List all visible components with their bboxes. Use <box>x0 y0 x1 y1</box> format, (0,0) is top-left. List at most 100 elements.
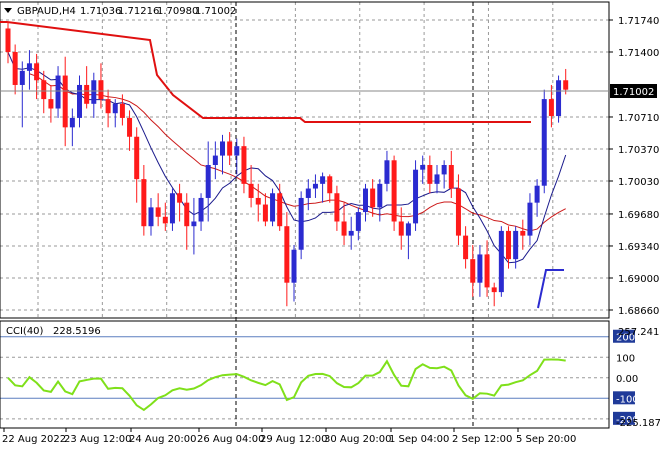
price-tick-label: 1.69340 <box>618 242 659 253</box>
candle-body <box>320 176 326 184</box>
price-tick-label: 1.70710 <box>618 113 659 124</box>
candle-body <box>34 63 40 81</box>
time-tick-label: 26 Aug 04:00 <box>197 434 264 445</box>
time-tick-label: 1 Sep 04:00 <box>389 434 449 445</box>
candle-body <box>91 80 97 104</box>
candle-body <box>134 136 140 180</box>
cci-level-label: 200 <box>616 333 635 344</box>
candle-body <box>448 165 454 189</box>
candle-body <box>241 146 247 184</box>
slow-moving-average <box>29 73 566 232</box>
time-tick-label: 29 Aug 12:00 <box>260 434 327 445</box>
candle-body <box>391 160 397 222</box>
cci-level-label: 0.00 <box>616 374 638 385</box>
dropdown-triangle-icon[interactable] <box>4 8 12 13</box>
cci-header: CCI(40) 228.5196 <box>6 326 101 337</box>
price-tick-label: 1.70370 <box>618 145 659 156</box>
cci-max-label: 257.2419 <box>618 327 660 338</box>
cci-label: CCI(40) <box>6 326 44 337</box>
time-tick-label: 2 Sep 12:00 <box>452 434 512 445</box>
candle-body <box>341 221 347 236</box>
candle-body <box>105 99 111 114</box>
candle-body <box>384 160 390 184</box>
time-tick-label: 23 Aug 12:00 <box>64 434 131 445</box>
candle-body <box>205 165 211 198</box>
candle-body <box>127 117 133 137</box>
cci-level-badge <box>613 329 635 343</box>
candle-body <box>220 141 225 156</box>
candle-body <box>284 226 290 283</box>
candle-body <box>363 188 368 213</box>
candle-body <box>184 202 190 227</box>
session-separators <box>235 2 474 428</box>
candle-body <box>255 197 261 205</box>
candle-body <box>420 165 426 170</box>
candle-body <box>427 165 433 184</box>
cci-min-label: -225.1873 <box>616 418 660 429</box>
candle-body <box>563 80 569 90</box>
candle-body <box>177 193 183 203</box>
candle-body <box>84 84 90 104</box>
candle-body <box>548 99 554 117</box>
candle-body <box>155 207 161 217</box>
candle-body <box>405 223 411 236</box>
candle-body <box>48 99 54 109</box>
candle-body <box>506 230 511 260</box>
candle-body <box>198 197 204 222</box>
candle-body <box>270 193 276 222</box>
candle-body <box>334 193 340 222</box>
candle-body <box>148 207 154 227</box>
candle-body <box>298 197 304 250</box>
candle-body <box>169 193 175 224</box>
time-tick-label: 24 Aug 20:00 <box>129 434 196 445</box>
candle-body <box>305 188 311 198</box>
low-value: 1.70980 <box>157 6 198 17</box>
price-grid <box>0 2 609 318</box>
candle-body <box>527 202 533 236</box>
candle-body <box>191 221 197 227</box>
candle-body <box>491 287 497 293</box>
candle-body <box>277 193 283 227</box>
candle-body <box>541 99 547 186</box>
candle-body <box>470 259 476 283</box>
cci-pane-border <box>0 320 610 429</box>
candles <box>5 21 569 307</box>
candle-body <box>377 183 383 208</box>
price-tick-label: 1.71400 <box>618 48 659 59</box>
candle-body <box>370 188 376 208</box>
cci-value: 228.5196 <box>53 326 101 337</box>
candle-body <box>498 230 504 293</box>
candle-body <box>355 212 361 231</box>
time-tick-label: 22 Aug 2022 <box>2 434 66 445</box>
candle-body <box>19 70 25 85</box>
cci-level-label: -100 <box>616 394 639 405</box>
candle-body <box>26 63 32 71</box>
candle-body <box>291 249 297 283</box>
candle-body <box>55 75 61 109</box>
cci-level-label: -200 <box>616 415 639 426</box>
current-price-badge-bg <box>610 84 657 98</box>
candle-body <box>227 141 233 156</box>
candle-body <box>520 230 526 236</box>
candle-body <box>262 204 268 222</box>
price-pane-border <box>0 1 610 319</box>
cci-axis: 200 100 0.00 -100 -200 257.2419 -225.1873 <box>613 327 660 429</box>
candle-body <box>477 254 483 283</box>
stepped-resistance-line <box>0 21 531 123</box>
candle-body <box>212 155 218 165</box>
candle-body <box>484 254 490 288</box>
candle-body <box>77 84 82 118</box>
candle-body <box>413 169 419 224</box>
cci-line <box>7 358 566 412</box>
candle-body <box>312 183 318 189</box>
price-tick-label: 1.69680 <box>618 210 659 221</box>
candle-body <box>62 75 68 128</box>
candle-body <box>455 188 461 236</box>
candle-body <box>398 221 404 236</box>
blue-support-line <box>537 269 564 309</box>
candle-body <box>69 117 75 128</box>
candle-body <box>463 235 469 260</box>
candle-body <box>162 216 168 224</box>
